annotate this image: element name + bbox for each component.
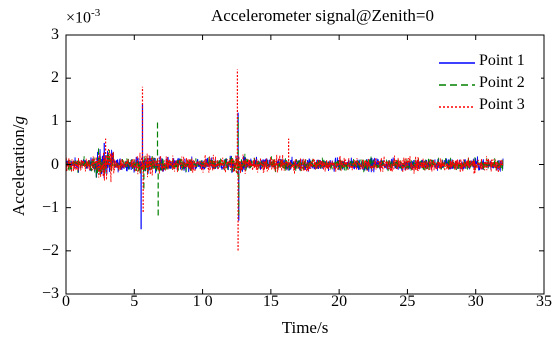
legend-label-point-1: Point 1 [479,52,525,69]
x-tick-label-4: 20 [331,293,348,310]
x-tick-label-2: 1 0 [192,293,213,310]
frame-layer [65,34,545,295]
y-tick-label-5: −2 [41,241,59,259]
x-tick-label-0: 0 [62,293,70,310]
y-tick-label-3: 0 [51,155,59,173]
y-tick-label-6: −3 [41,285,59,302]
legend-item-point-3: Point 3 [437,96,541,116]
y-tick-label-4: −1 [41,198,59,216]
legend-item-point-1: Point 1 [437,52,541,72]
y-scale-multiplier: ×10-3 [66,7,100,27]
x-tick-label-6: 30 [467,293,484,310]
series-line-3 [65,148,504,183]
x-tick-label-5: 25 [399,293,416,310]
y-scale-base: ×10 [66,9,92,27]
y-scale-exponent: -3 [91,7,101,19]
legend-label-point-2: Point 2 [479,74,525,91]
series-3 [65,69,504,251]
y-tick-label-0: 3 [51,26,59,43]
y-axis-label-text: Acceleration/ [9,124,28,217]
chart-title: Accelerometer signal@Zenith=0 [210,6,435,25]
y-tick-label-1: 2 [51,69,59,87]
x-axis-label: Time/s [281,318,329,337]
x-tick-label-7: 35 [536,293,552,310]
y-tick-label-2: 1 [51,112,59,130]
x-tick-label-3: 15 [262,293,279,310]
legend-label-point-3: Point 3 [479,96,525,113]
y-axis-label: Acceleration/g [9,116,29,216]
series-layer [65,69,504,251]
x-tick-label-1: 5 [130,293,139,310]
y-axis-label-var: g [9,115,28,125]
legend: Point 1 Point 2 Point 3 [437,48,541,122]
legend-item-point-2: Point 2 [437,74,541,94]
